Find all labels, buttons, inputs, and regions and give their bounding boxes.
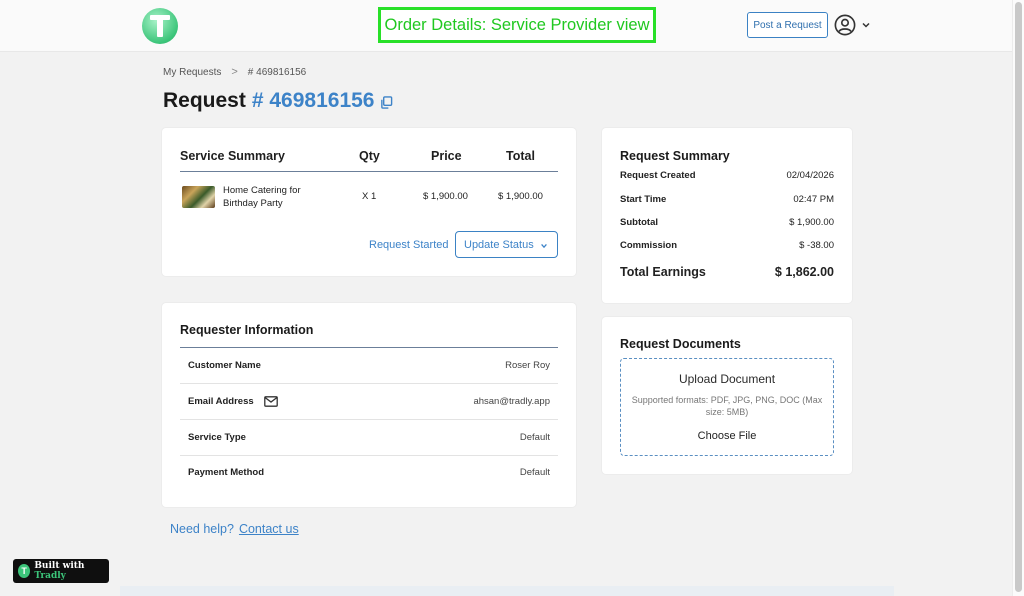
total-earnings-value: $ 1,862.00 <box>774 265 834 279</box>
summary-label: Request Created <box>620 170 696 181</box>
update-status-select[interactable]: Update Status <box>455 231 558 258</box>
tradly-mini-logo: T <box>18 564 31 578</box>
chevron-down-icon <box>541 243 547 249</box>
contact-us-link[interactable]: Contact us <box>238 522 299 536</box>
breadcrumb-separator: > <box>231 66 238 78</box>
email-value: ahsan@tradly.app <box>473 396 550 407</box>
built-with-text: Built with Tradly <box>34 561 109 581</box>
upload-dropzone[interactable]: Upload Document Supported formats: PDF, … <box>620 358 834 456</box>
breadcrumb-current: # 469816156 <box>247 66 307 78</box>
page-title: Request # 469816156 <box>163 89 393 113</box>
payment-method-label: Payment Method <box>188 467 265 478</box>
post-request-button[interactable]: Post a Request <box>747 12 828 38</box>
logo-t-icon <box>150 15 170 37</box>
service-thumbnail <box>182 186 215 208</box>
footer-strip <box>120 586 894 596</box>
update-status-label: Update Status <box>464 238 534 251</box>
summary-label: Subtotal <box>620 217 658 228</box>
choose-file-button[interactable]: Choose File <box>697 430 757 442</box>
service-total: $ 1,900.00 <box>498 191 543 202</box>
summary-value: 02/04/2026 <box>786 170 834 181</box>
service-type-label: Service Type <box>188 432 246 443</box>
total-earnings-label: Total Earnings <box>620 265 706 279</box>
payment-method-value: Default <box>519 467 550 478</box>
copy-icon[interactable] <box>380 95 393 109</box>
user-avatar-icon[interactable] <box>834 14 856 36</box>
requester-row-email: Email Address ahsan@tradly.app <box>180 384 558 420</box>
breadcrumb-my-requests[interactable]: My Requests <box>163 66 222 78</box>
summary-value: $ 1,900.00 <box>789 217 834 228</box>
built-with-brand: Tradly <box>34 571 66 581</box>
upload-document-title: Upload Document <box>678 372 776 386</box>
requester-label: Payment Method <box>188 467 264 478</box>
requester-row-payment-method: Payment Method Default <box>180 455 558 491</box>
requester-label: Service Type <box>188 432 246 443</box>
breadcrumb: My Requests > # 469816156 <box>163 66 306 78</box>
service-summary-card: Service Summary Qty Price Total Home Cat… <box>162 128 576 276</box>
summary-label: Commission <box>620 240 678 251</box>
request-documents-title: Request Documents <box>620 337 741 351</box>
built-with-tradly-badge[interactable]: T Built with Tradly <box>13 559 109 583</box>
chevron-down-icon[interactable] <box>861 20 871 30</box>
built-with-prefix: Built with <box>34 561 85 571</box>
requester-label: Email Address <box>188 395 278 407</box>
request-number: # 469816156 <box>251 89 375 112</box>
supported-formats-text: Supported formats: PDF, JPG, PNG, DOC (M… <box>631 395 823 417</box>
summary-value: 02:47 PM <box>793 194 834 205</box>
mail-icon[interactable] <box>263 395 278 407</box>
email-label: Email Address <box>188 396 254 407</box>
top-header: Order Details: Service Provider view Pos… <box>0 0 1012 52</box>
col-price: Price <box>431 149 462 163</box>
scrollbar[interactable] <box>1012 0 1024 596</box>
service-type-value: Default <box>519 432 550 443</box>
request-documents-card: Request Documents Upload Document Suppor… <box>602 317 852 474</box>
service-price: $ 1,900.00 <box>423 191 468 202</box>
request-summary-card: Request Summary Request Created 02/04/20… <box>602 128 852 303</box>
requester-label: Customer Name <box>188 360 261 371</box>
col-total: Total <box>506 149 535 163</box>
customer-name-value: Roser Roy <box>505 360 550 371</box>
tradly-logo[interactable] <box>142 8 178 44</box>
requester-row-customer-name: Customer Name Roser Roy <box>180 348 558 384</box>
requester-row-service-type: Service Type Default <box>180 420 558 456</box>
view-label-banner: Order Details: Service Provider view <box>378 7 656 43</box>
request-summary-title: Request Summary <box>620 149 730 163</box>
page-title-prefix: Request <box>163 89 246 112</box>
requester-information-title: Requester Information <box>180 323 558 348</box>
col-service-summary: Service Summary <box>180 149 285 163</box>
help-text: Need help? Contact us <box>170 522 299 536</box>
status-text: Request Started <box>369 239 449 251</box>
service-name: Home Catering for Birthday Party <box>223 185 301 209</box>
col-qty: Qty <box>359 149 380 163</box>
customer-name-label: Customer Name <box>188 360 261 371</box>
summary-value: $ -38.00 <box>799 240 834 251</box>
scrollbar-thumb[interactable] <box>1015 2 1022 592</box>
service-summary-header: Service Summary Qty Price Total <box>180 148 558 172</box>
summary-label: Start Time <box>620 194 667 205</box>
service-qty: X 1 <box>362 191 377 202</box>
service-item-row: Home Catering for Birthday Party X 1 $ 1… <box>180 184 558 210</box>
need-help-label: Need help? <box>170 522 234 536</box>
requester-information-card: Requester Information Customer Name Rose… <box>162 303 576 507</box>
